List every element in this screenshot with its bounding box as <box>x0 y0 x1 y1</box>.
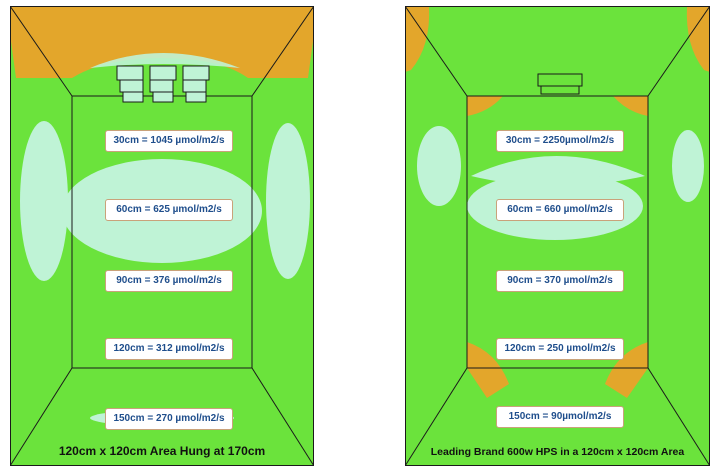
reading-60cm: 60cm = 625 µmol/m2/s <box>105 199 233 221</box>
hps-light-map-panel: 30cm = 2250µmol/m2/s 60cm = 660 µmol/m2/… <box>405 6 710 466</box>
orange-inner-top-left <box>467 96 503 116</box>
reading-150cm: 150cm = 90µmol/m2/s <box>496 406 624 428</box>
orange-top-zone <box>10 6 314 78</box>
cyan-right-wall-zone <box>672 130 704 202</box>
orange-corner-bottom-left <box>467 342 509 398</box>
reading-120cm: 120cm = 312 µmol/m2/s <box>105 338 233 360</box>
cyan-top-band <box>90 53 240 68</box>
panel-caption: 120cm x 120cm Area Hung at 170cm <box>58 444 266 458</box>
hps-reflector-icon <box>537 73 583 95</box>
orange-corner-top-left <box>405 6 430 72</box>
led-heatmap <box>10 6 314 466</box>
reading-30cm: 30cm = 1045 µmol/m2/s <box>105 130 233 152</box>
led-fixture-icon <box>116 65 210 103</box>
panel-caption: Leading Brand 600w HPS in a 120cm x 120c… <box>430 446 685 458</box>
cyan-right-wall-zone <box>266 123 310 279</box>
reading-150cm: 150cm = 270 µmol/m2/s <box>105 408 233 430</box>
reading-60cm: 60cm = 660 µmol/m2/s <box>496 199 624 221</box>
orange-corner-top-right <box>686 6 710 72</box>
orange-inner-top-right <box>613 96 648 116</box>
reading-90cm: 90cm = 376 µmol/m2/s <box>105 270 233 292</box>
orange-corner-bottom-right <box>605 342 648 398</box>
hps-heatmap <box>405 6 710 466</box>
tent-outline <box>405 6 710 466</box>
reading-90cm: 90cm = 370 µmol/m2/s <box>496 270 624 292</box>
led-light-map-panel: 30cm = 1045 µmol/m2/s 60cm = 625 µmol/m2… <box>10 6 314 466</box>
reading-120cm: 120cm = 250 µmol/m2/s <box>496 338 624 360</box>
reading-30cm: 30cm = 2250µmol/m2/s <box>496 130 624 152</box>
cyan-left-wall-zone <box>417 126 461 206</box>
tent-outline <box>10 6 314 466</box>
cyan-left-wall-zone <box>20 121 68 281</box>
